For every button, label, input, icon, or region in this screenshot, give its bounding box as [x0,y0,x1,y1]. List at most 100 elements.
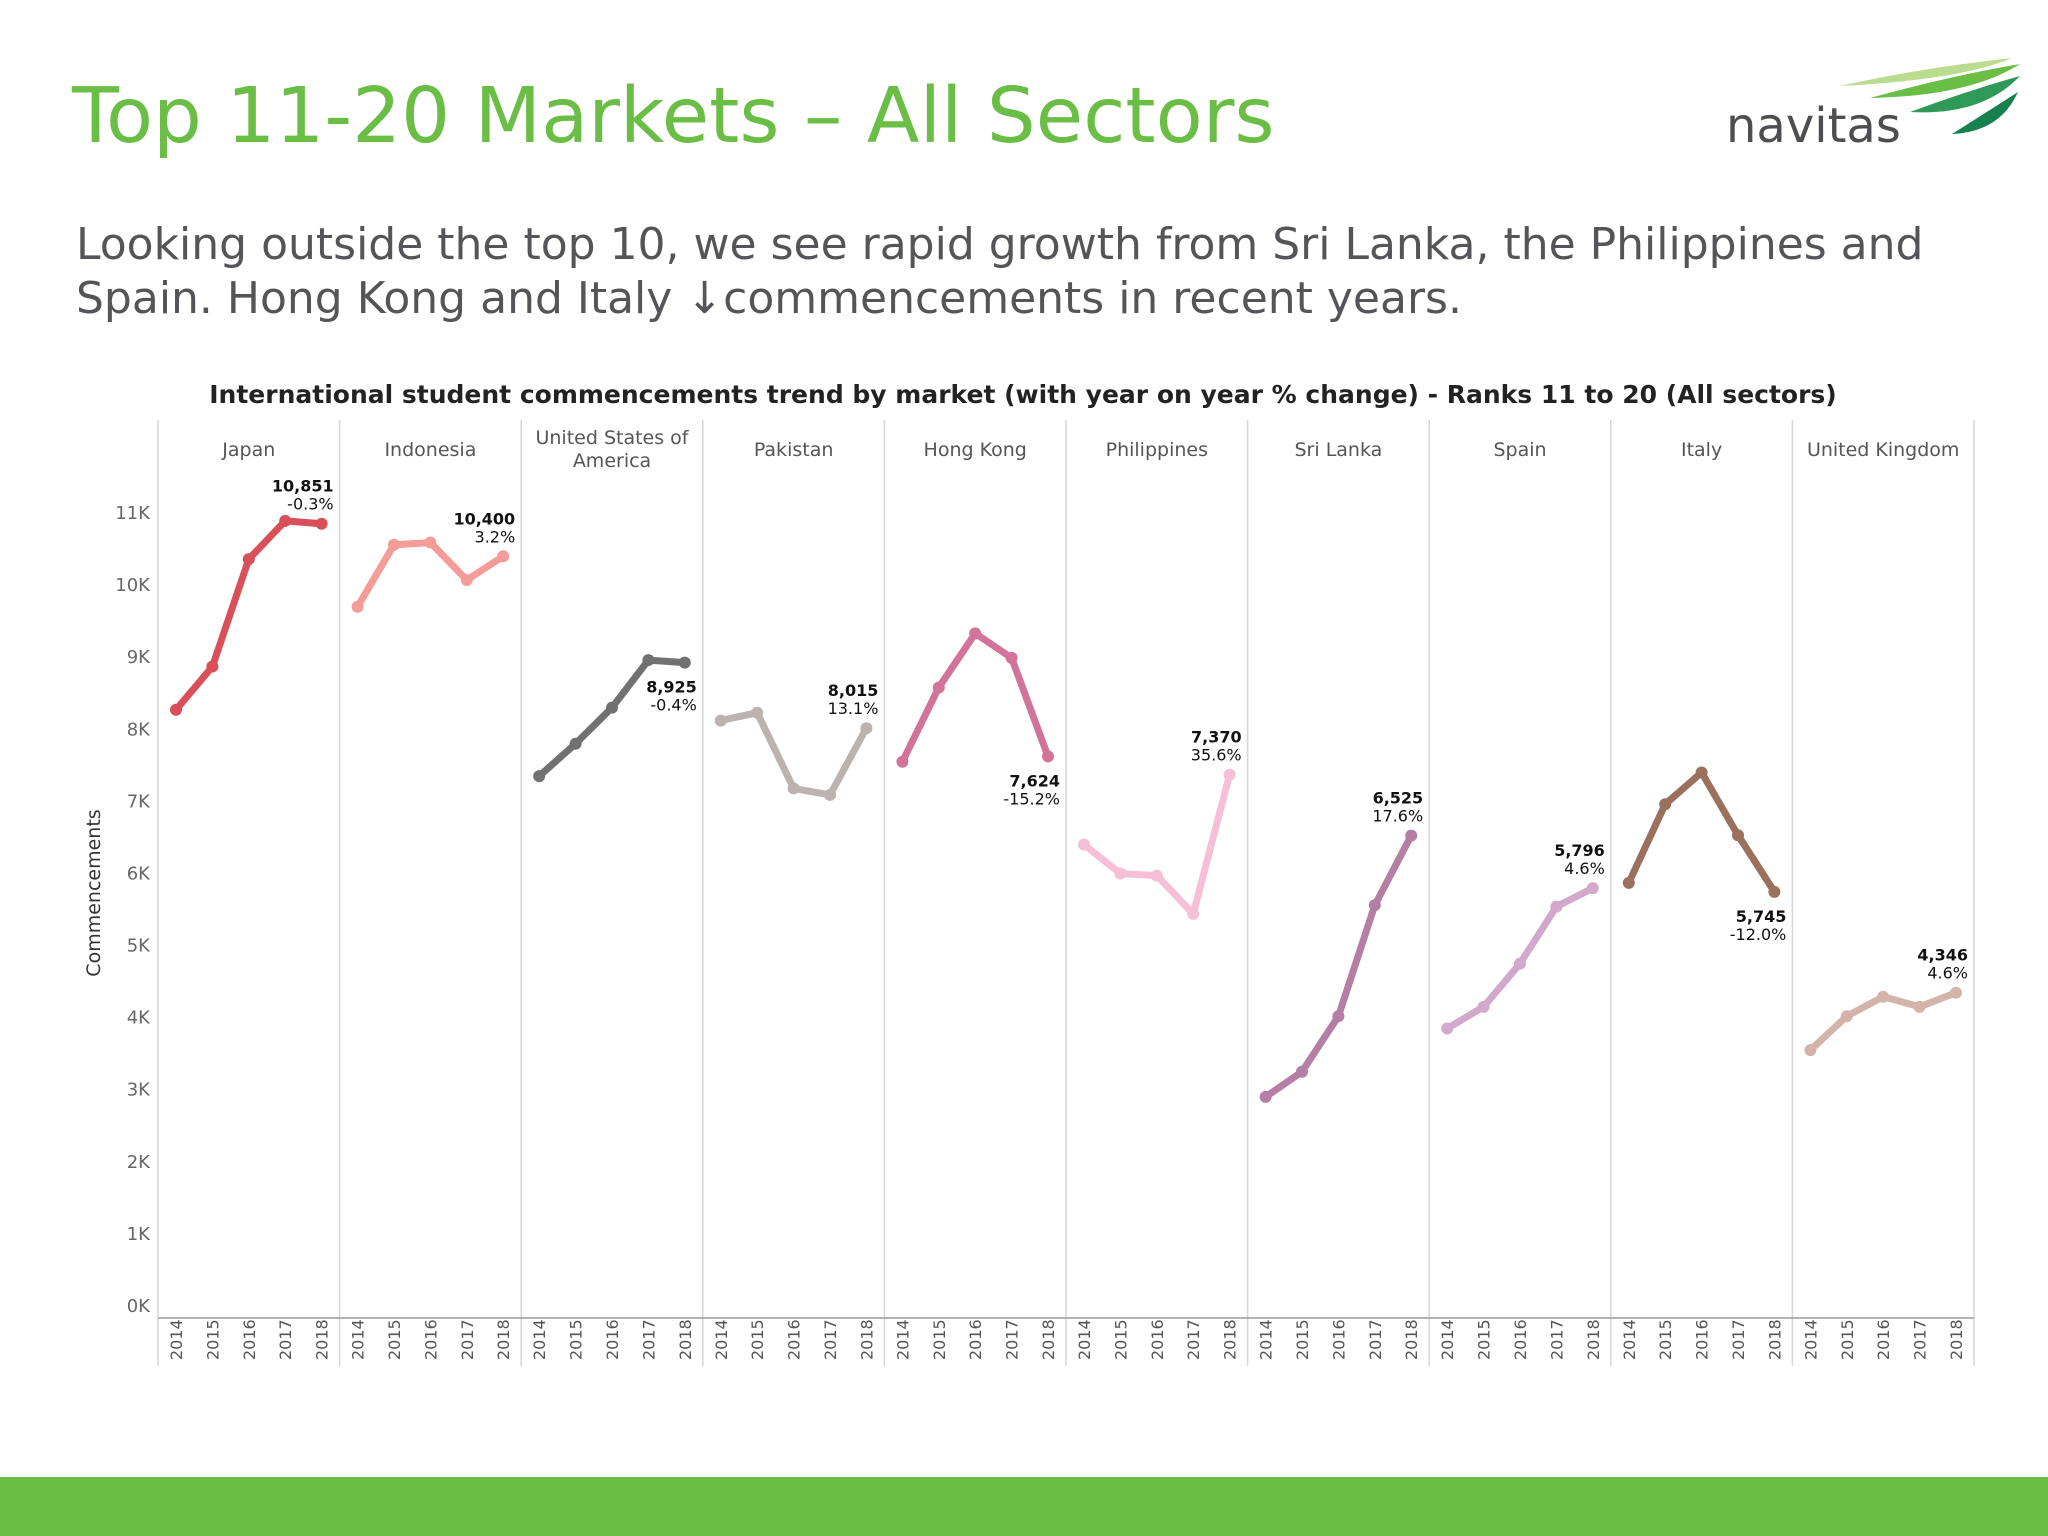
data-point [1441,1022,1454,1035]
logo-wordmark: navitas [1726,98,1901,154]
x-tick-label: 2014 [349,1319,368,1360]
data-point [1768,885,1781,898]
x-tick-label: 2016 [1693,1319,1712,1360]
data-label-change: -0.3% [287,495,333,514]
data-point [569,737,582,750]
data-point [932,681,945,694]
x-tick-label: 2015 [1475,1319,1494,1360]
data-label-change: 3.2% [475,527,516,546]
data-point [424,536,437,549]
x-tick-label: 2016 [1329,1319,1348,1360]
y-tick-label: 10K [115,575,151,596]
data-point [1223,768,1236,781]
x-tick-label: 2014 [1257,1319,1276,1360]
data-label-change: -15.2% [1003,789,1060,808]
x-tick-label: 2015 [1111,1319,1130,1360]
x-tick-label: 2014 [1620,1319,1639,1360]
data-point [1332,1010,1345,1023]
data-label-change: 17.6% [1372,807,1423,826]
x-tick-label: 2015 [203,1319,222,1360]
data-point [1150,869,1163,882]
x-tick-label: 2017 [1184,1319,1203,1360]
data-point [1368,899,1381,912]
data-point [824,788,836,801]
chart-title: International student commencements tren… [209,380,1836,409]
data-point [1514,957,1526,970]
x-tick-label: 2016 [603,1319,622,1360]
x-tick-label: 2017 [1547,1319,1566,1360]
data-label-change: -12.0% [1730,925,1787,944]
data-point [1042,750,1054,763]
x-tick-label: 2018 [1765,1319,1784,1360]
data-point [497,550,510,563]
x-tick-label: 2018 [313,1319,332,1360]
data-point [242,553,255,566]
footer-bar [0,1477,2048,1536]
x-tick-label: 2018 [857,1319,876,1360]
x-tick-label: 2015 [385,1319,404,1360]
logo-swoosh-icon [1840,58,2020,134]
data-point [1005,651,1018,664]
series-line [354,539,507,611]
data-label-change: -0.4% [650,696,696,715]
data-point [787,782,800,795]
data-point [1622,876,1635,889]
x-tick-label: 2018 [1947,1319,1966,1360]
x-tick-label: 2014 [1438,1319,1457,1360]
series-line [1625,769,1778,896]
y-tick-label: 5K [127,936,151,957]
x-tick-label: 2016 [1148,1319,1167,1360]
y-axis: 0K 1K 2K 3K 4K 5K 6K 7K 8K 9K 10K 11K [115,503,151,1317]
data-point [315,517,328,530]
chart: International student commencements tren… [83,380,1975,1366]
x-tick-label: 2018 [676,1319,695,1360]
panel-header: Spain [1493,439,1546,461]
data-point [279,514,292,527]
x-tick-label: 2014 [1801,1319,1820,1360]
x-tick-label: 2016 [1511,1319,1530,1360]
panel-header: United States of America [535,427,689,472]
panel-header: Italy [1681,439,1722,461]
y-tick-label: 7K [127,791,151,812]
data-point [1840,1010,1853,1023]
x-tick-label: 2015 [930,1319,949,1360]
data-label-change: 35.6% [1191,746,1242,765]
panel-header: Japan [221,439,275,461]
data-point [1877,990,1890,1003]
data-label-value: 7,624 [1009,771,1060,790]
data-label-value: 5,796 [1554,841,1605,860]
x-tick-label: 2017 [276,1319,295,1360]
data-point [751,706,764,719]
x-tick-label: 2018 [1584,1319,1603,1360]
series-line [898,629,1052,766]
panel-header: Pakistan [754,439,834,461]
y-tick-label: 11K [115,503,151,524]
x-tick-label: 2015 [748,1319,767,1360]
x-tick-label: 2018 [1402,1319,1421,1360]
panel-header: Philippines [1106,439,1208,461]
y-tick-label: 2K [127,1152,151,1173]
data-point [1477,1000,1490,1013]
data-point [678,656,691,669]
data-label-change: 4.6% [1927,964,1968,983]
data-point [206,660,219,673]
data-point [1586,882,1599,895]
navitas-logo: navitas [1726,58,2020,154]
series-panel: Philippines 2014 2015 2016 2017 2018 7,37035.6… [1075,439,1242,1360]
data-point [1950,986,1962,999]
data-point [388,538,400,551]
y-tick-label: 6K [127,863,151,884]
series-line [1080,771,1234,918]
y-axis-label: Commencements [83,809,105,976]
data-point [969,627,982,640]
x-tick-label: 2015 [1838,1319,1857,1360]
x-tick-label: 2015 [567,1319,586,1360]
x-tick-label: 2016 [785,1319,804,1360]
x-tick-label: 2016 [240,1319,259,1360]
series-panel: United States of America 2014 2015 2016 2017 2… [530,427,697,1360]
panel-header: Hong Kong [924,439,1027,461]
x-tick-label: 2017 [821,1319,840,1360]
data-point [170,703,182,716]
